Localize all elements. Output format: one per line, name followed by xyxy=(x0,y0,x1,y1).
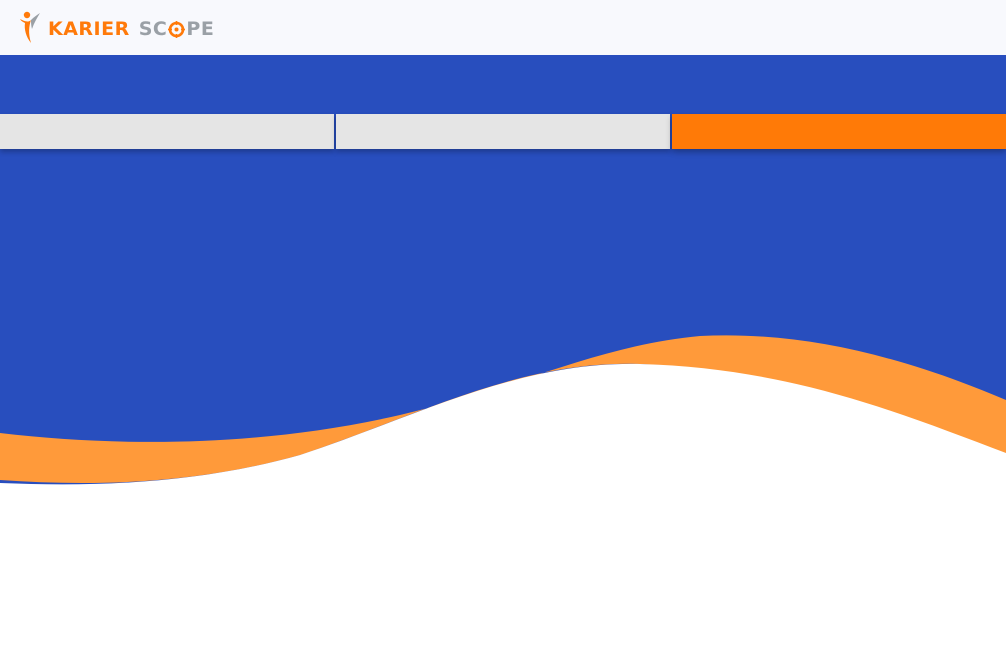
target-icon xyxy=(168,20,186,38)
tab-strip xyxy=(0,114,1006,149)
top-header: KARIER SC PE xyxy=(0,0,1006,55)
person-swoosh-logo-icon xyxy=(20,11,40,43)
brand-name-part-2-prefix: SC xyxy=(138,18,168,40)
tab-3-active[interactable] xyxy=(672,114,1006,149)
tab-2[interactable] xyxy=(336,114,670,149)
brand-name-part-2-suffix: PE xyxy=(186,18,215,40)
brand-logo[interactable]: KARIER SC PE xyxy=(18,11,214,45)
hero-section xyxy=(0,55,1006,662)
brand-wordmark: KARIER SC PE xyxy=(48,18,214,40)
brand-name-part-2: SC PE xyxy=(139,18,215,40)
hero-wave-decoration xyxy=(0,335,1006,662)
brand-name-part-1: KARIER xyxy=(48,18,130,40)
tab-1[interactable] xyxy=(0,114,334,149)
